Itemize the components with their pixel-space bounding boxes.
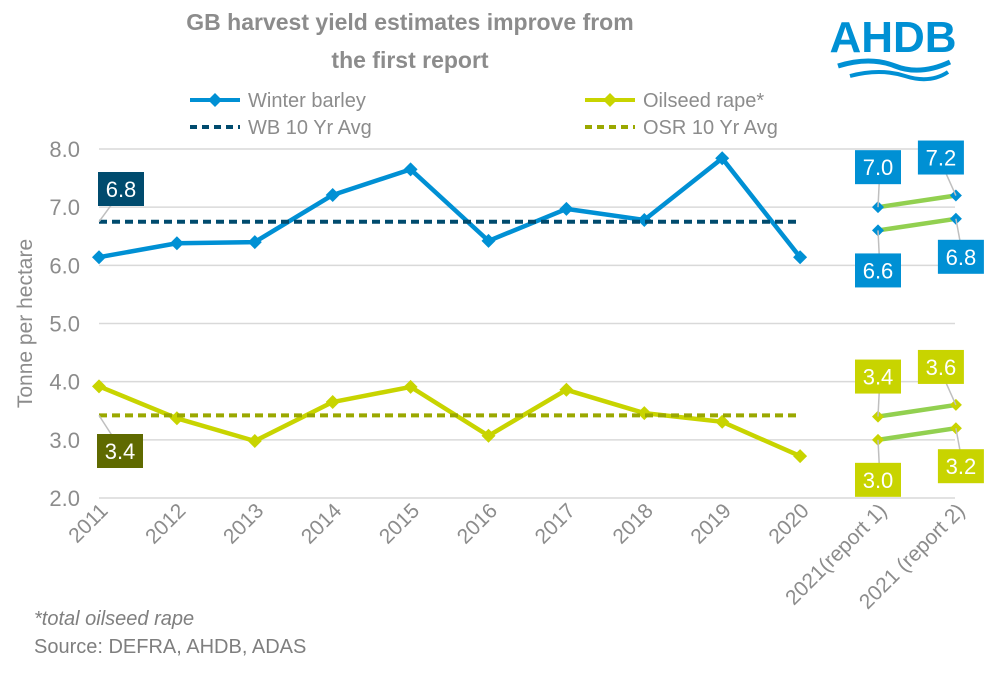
data-label: 6.6	[863, 258, 894, 283]
data-point	[481, 428, 496, 443]
data-point	[247, 433, 262, 448]
data-label: 6.8	[946, 245, 977, 270]
report-connector-line	[877, 425, 957, 443]
y-tick-label: 2.0	[49, 486, 80, 511]
x-tick-label: 2014	[297, 499, 347, 549]
data-point	[325, 395, 340, 410]
series-line	[98, 156, 802, 260]
x-tick-label: 2019	[686, 499, 735, 548]
data-label-box	[917, 140, 964, 175]
data-label-box	[937, 449, 984, 484]
legend-marker-diamond-icon	[208, 93, 222, 107]
data-point	[92, 250, 106, 265]
y-tick-label: 3.0	[49, 428, 80, 453]
legend-label: Winter barley	[248, 90, 366, 112]
x-tick-label: 2020	[764, 499, 813, 548]
x-tick-label: 2013	[219, 499, 268, 548]
report-connector-line	[877, 216, 957, 233]
logo-wave-icon	[837, 58, 952, 73]
data-point	[92, 379, 106, 394]
data-label: 7.2	[926, 146, 957, 171]
data-point	[169, 236, 184, 251]
data-point	[793, 250, 808, 265]
series-line	[98, 384, 802, 459]
x-tick-label: 2015	[375, 499, 424, 548]
data-point	[793, 449, 808, 464]
data-label: 3.4	[105, 439, 136, 464]
x-tick-label: 2017	[531, 499, 580, 548]
data-label: 7.0	[863, 155, 894, 180]
data-point	[637, 406, 652, 421]
y-tick-label: 7.0	[49, 195, 80, 220]
x-tick-label: 2012	[141, 499, 190, 548]
data-label: 3.0	[863, 468, 894, 493]
y-tick-label: 4.0	[49, 370, 80, 395]
legend-label: WB 10 Yr Avg	[248, 117, 372, 139]
data-point	[403, 379, 418, 394]
chart-title-line2: the first report	[331, 47, 489, 73]
legend-label: OSR 10 Yr Avg	[643, 117, 778, 139]
legend-marker-diamond-icon	[603, 93, 617, 107]
data-label-box	[98, 172, 144, 206]
data-point	[715, 414, 730, 429]
footnote: *total oilseed rape	[34, 608, 195, 630]
ahdb-logo: AHDB	[829, 13, 956, 62]
x-tick-label: 2016	[453, 499, 502, 548]
data-label-box	[97, 434, 143, 468]
legend-label: Oilseed rape*	[643, 90, 764, 112]
data-label-box	[937, 239, 984, 274]
data-label-box	[855, 359, 901, 394]
data-label: 6.8	[106, 177, 137, 202]
chart-title-line1: GB harvest yield estimates improve from	[186, 9, 633, 35]
data-label-box	[855, 253, 901, 288]
data-label-box	[917, 349, 964, 384]
data-label: 3.4	[863, 365, 894, 390]
source: Source: DEFRA, AHDB, ADAS	[34, 636, 307, 658]
y-tick-label: 8.0	[49, 137, 80, 162]
y-tick-label: 5.0	[49, 312, 80, 337]
y-tick-label: 6.0	[49, 253, 80, 278]
x-tick-label: 2018	[609, 499, 658, 548]
report-connector-line	[877, 193, 957, 210]
logo-wave-icon	[849, 70, 950, 82]
data-label-box	[855, 150, 901, 185]
data-point	[559, 201, 574, 216]
data-label: 3.2	[946, 454, 977, 479]
data-label-box	[855, 462, 901, 497]
data-point	[325, 187, 340, 202]
data-point	[481, 233, 496, 248]
data-label: 3.6	[926, 355, 957, 380]
y-axis-label: Tonne per hectare	[14, 239, 37, 408]
data-point	[715, 151, 730, 166]
data-point	[247, 235, 262, 250]
data-point	[559, 382, 574, 397]
data-point	[403, 162, 418, 177]
report-connector-line	[877, 402, 957, 419]
